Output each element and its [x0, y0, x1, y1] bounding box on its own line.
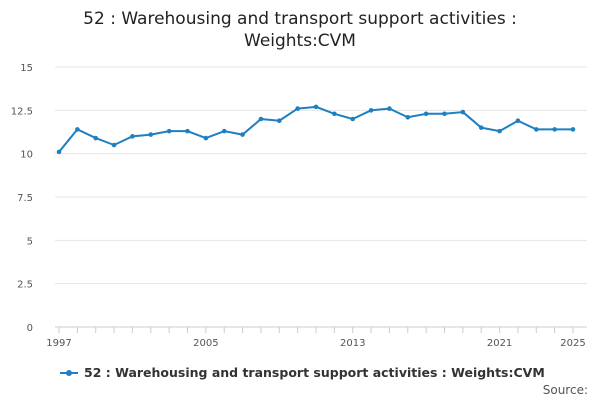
- chart-title: 52 : Warehousing and transport support a…: [0, 8, 600, 52]
- x-tick-label-4: 2025: [560, 338, 585, 349]
- axes: [55, 326, 587, 333]
- y-tick-label-1: 2.5: [17, 280, 33, 291]
- data-point-2020: [478, 125, 484, 130]
- data-point-2006: [221, 128, 227, 134]
- y-tick-label-3: 7.5: [17, 193, 33, 204]
- data-point-2017: [423, 111, 429, 117]
- data-point-2003: [166, 128, 172, 134]
- chart-title-line-1: 52 : Warehousing and transport support a…: [83, 9, 517, 29]
- data-point-2004: [185, 128, 190, 134]
- x-tick-label-0: 1997: [46, 338, 71, 349]
- x-tick-label-2: 2013: [340, 338, 365, 349]
- x-tick-label-1: 2005: [193, 338, 218, 349]
- data-point-2023: [533, 127, 539, 132]
- data-point-2007: [240, 132, 245, 137]
- x-tick-label-3: 2021: [487, 338, 512, 349]
- y-tick-label-6: 15: [20, 63, 33, 74]
- data-point-2016: [405, 114, 411, 120]
- data-point-1998: [75, 127, 80, 132]
- data-point-2015: [387, 106, 392, 111]
- x-axis-ticks: 1997 2005 2013 2021 2025: [46, 338, 585, 349]
- legend-swatch-icon: [60, 368, 78, 378]
- y-tick-label-0: 0: [27, 323, 33, 334]
- series-group: [56, 104, 576, 155]
- data-point-2024: [552, 127, 557, 132]
- data-point-2001: [130, 134, 135, 139]
- data-point-2011: [313, 104, 319, 110]
- legend[interactable]: 52 : Warehousing and transport support a…: [60, 365, 545, 380]
- data-point-1999: [93, 135, 99, 141]
- data-point-2009: [276, 118, 282, 124]
- data-point-2025: [570, 127, 576, 132]
- data-point-2013: [350, 116, 356, 122]
- data-point-2000: [111, 142, 117, 148]
- data-point-2010: [295, 106, 300, 111]
- data-point-2021: [497, 128, 502, 134]
- data-point-2014: [368, 108, 374, 113]
- y-tick-label-2: 5: [27, 236, 33, 247]
- grid-lines: [55, 66, 587, 285]
- data-point-2002: [148, 132, 154, 137]
- y-axis-ticks: 0 2.5 5 7.5 10 12.5 15: [11, 63, 33, 334]
- y-tick-label-5: 12.5: [11, 106, 33, 117]
- data-point-2012: [332, 111, 337, 117]
- data-point-2018: [442, 111, 447, 117]
- data-point-1997: [56, 149, 62, 155]
- data-point-2019: [460, 109, 466, 115]
- data-point-2008: [258, 116, 264, 122]
- source-label: Source:: [542, 383, 588, 397]
- legend-label: 52 : Warehousing and transport support a…: [84, 365, 545, 380]
- series-line-0: [58, 105, 573, 153]
- data-point-2005: [203, 135, 209, 141]
- data-point-2022: [515, 118, 521, 124]
- y-tick-label-4: 10: [20, 150, 33, 161]
- chart-title-line-2: Weights:CVM: [244, 31, 356, 51]
